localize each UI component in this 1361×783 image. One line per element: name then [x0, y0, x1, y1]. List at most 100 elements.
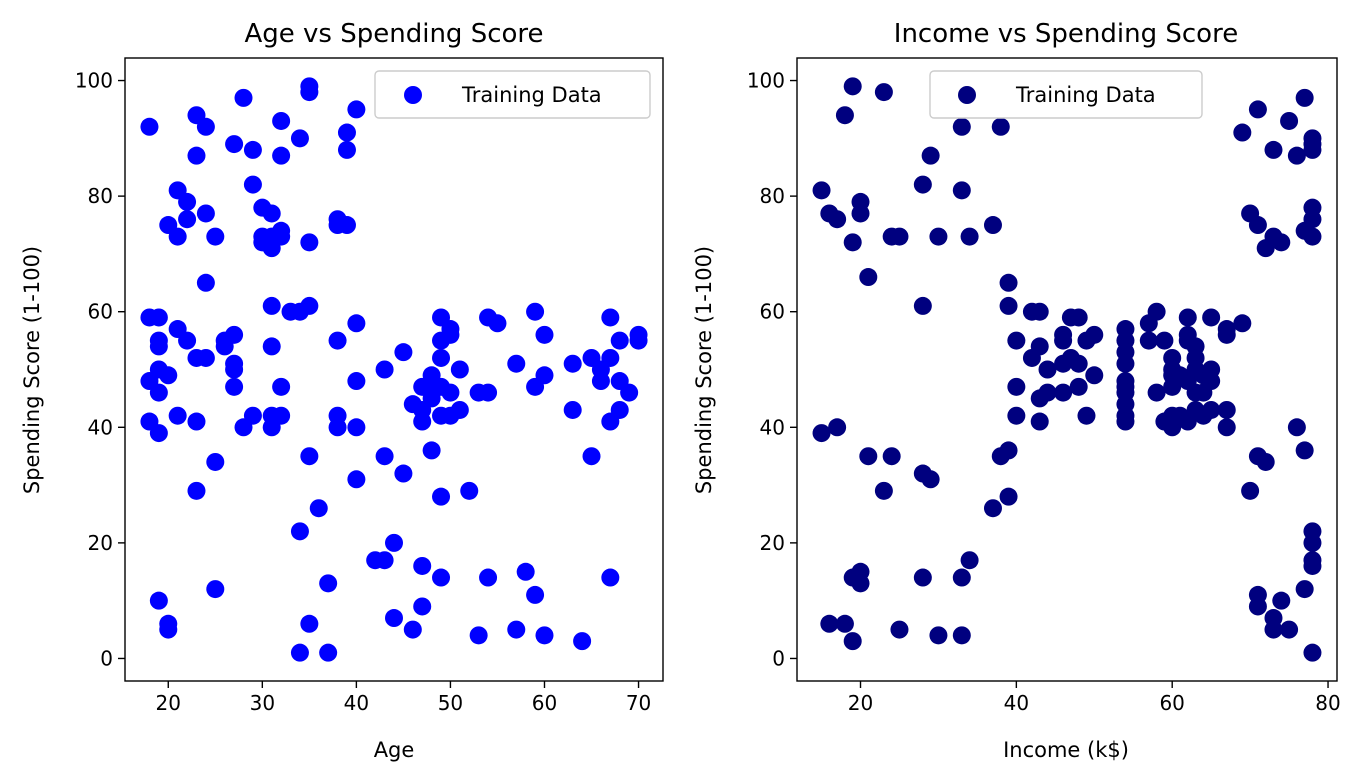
data-point: [1303, 227, 1322, 246]
x-tick-label: 80: [1315, 691, 1340, 715]
data-point: [921, 146, 940, 165]
data-point: [1280, 111, 1299, 130]
data-point: [243, 175, 262, 194]
data-point: [300, 614, 319, 633]
data-point: [272, 227, 291, 246]
data-point: [516, 562, 535, 581]
y-axis-label: Spending Score (1-100): [20, 246, 44, 494]
data-point: [149, 308, 168, 327]
data-point: [1272, 591, 1291, 610]
x-axis: 20 30 40 50 60 70: [156, 681, 651, 715]
data-point: [1217, 325, 1236, 344]
data-point: [859, 447, 878, 466]
data-point: [991, 117, 1010, 136]
data-point: [1303, 210, 1322, 229]
data-point: [1217, 418, 1236, 437]
data-point: [1038, 383, 1057, 402]
data-point: [535, 366, 554, 385]
data-point: [300, 296, 319, 315]
data-point: [187, 481, 206, 500]
data-point: [290, 522, 309, 541]
data-point: [851, 204, 870, 223]
data-point: [874, 481, 893, 500]
income-vs-spending-panel: Income vs Spending Score 20 40 60 80 0 20 40 6…: [692, 19, 1341, 762]
data-point: [272, 406, 291, 425]
data-point: [403, 620, 422, 639]
data-point: [952, 626, 971, 645]
data-point: [526, 585, 545, 604]
data-point: [913, 175, 932, 194]
x-tick-label: 70: [626, 691, 651, 715]
data-point: [610, 331, 629, 350]
data-point: [168, 406, 187, 425]
data-point: [1295, 580, 1314, 599]
x-tick-label: 60: [1159, 691, 1184, 715]
data-point: [812, 424, 831, 443]
data-point: [290, 129, 309, 148]
data-point: [952, 181, 971, 200]
data-point: [234, 88, 253, 107]
data-point: [890, 620, 909, 639]
data-point: [952, 117, 971, 136]
data-point: [1085, 325, 1104, 344]
data-point: [535, 325, 554, 344]
y-tick-label: 100: [75, 69, 113, 93]
data-point: [272, 146, 291, 165]
y-tick-label: 100: [747, 69, 785, 93]
data-point: [328, 331, 347, 350]
data-point: [1007, 377, 1026, 396]
data-point: [960, 551, 979, 570]
legend: Training Data: [929, 70, 1203, 119]
data-point: [479, 383, 498, 402]
data-point: [1116, 354, 1135, 373]
data-point: [1069, 308, 1088, 327]
data-point: [1272, 233, 1291, 252]
data-point: [206, 227, 225, 246]
data-point: [874, 83, 893, 102]
data-point: [309, 499, 328, 518]
data-point: [149, 424, 168, 443]
x-tick-label: 50: [438, 691, 463, 715]
data-point: [601, 568, 620, 587]
legend: Training Data: [374, 70, 651, 119]
data-point: [159, 366, 178, 385]
data-point: [1077, 406, 1096, 425]
data-point: [999, 441, 1018, 460]
data-point: [262, 204, 281, 223]
data-point: [300, 83, 319, 102]
data-point: [1280, 620, 1299, 639]
data-point: [913, 568, 932, 587]
y-tick-label: 40: [88, 415, 113, 439]
data-point: [999, 296, 1018, 315]
data-point: [1007, 331, 1026, 350]
data-point: [394, 464, 413, 483]
data-point: [422, 441, 441, 460]
data-point: [450, 360, 469, 379]
data-point: [1303, 533, 1322, 552]
y-tick-label: 60: [88, 300, 113, 324]
data-point: [983, 216, 1002, 235]
data-point: [488, 314, 507, 333]
data-point: [413, 597, 432, 616]
axes-frame: [796, 57, 1338, 682]
data-point: [1233, 123, 1252, 142]
data-point: [243, 140, 262, 159]
data-point: [526, 302, 545, 321]
data-point: [1233, 314, 1252, 333]
y-axis: 0 20 40 60 80 100: [747, 69, 797, 670]
data-point: [843, 77, 862, 96]
data-point: [843, 632, 862, 651]
data-point: [479, 568, 498, 587]
x-tick-label: 20: [848, 691, 873, 715]
data-point: [1038, 360, 1057, 379]
data-point: [929, 626, 948, 645]
data-point: [843, 233, 862, 252]
data-point: [319, 574, 338, 593]
data-point: [1295, 88, 1314, 107]
legend-label: Training Data: [1015, 83, 1156, 107]
data-point: [225, 325, 244, 344]
data-point: [441, 325, 460, 344]
data-point: [582, 447, 601, 466]
data-point: [1069, 354, 1088, 373]
data-point: [1085, 366, 1104, 385]
